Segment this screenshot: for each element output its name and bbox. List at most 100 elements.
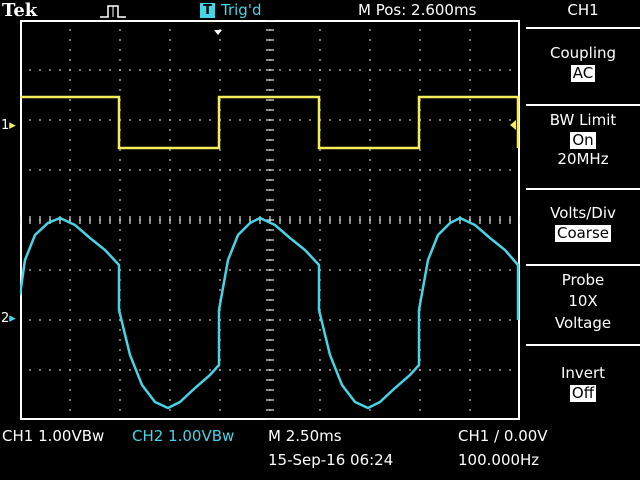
- graticule-dot: [469, 29, 471, 31]
- graticule-dot: [369, 169, 371, 171]
- menu-probe-button[interactable]: Probe 10X Voltage: [526, 270, 640, 334]
- graticule-dot: [229, 216, 231, 224]
- graticule-dot: [49, 369, 51, 371]
- graticule-dot: [349, 69, 351, 71]
- graticule-dot: [219, 89, 221, 91]
- menu-divider: [526, 264, 640, 266]
- graticule-dot: [266, 139, 274, 141]
- graticule-dot: [399, 169, 401, 171]
- graticule-dot: [359, 369, 361, 371]
- graticule-dot: [419, 216, 421, 224]
- graticule-dot: [119, 399, 121, 401]
- ch1-marker-label: 1: [1, 118, 10, 133]
- menu-bw-limit-button[interactable]: BW Limit On 20MHz: [526, 110, 640, 168]
- graticule-dot: [169, 129, 171, 131]
- graticule-dot: [499, 216, 501, 224]
- graticule-dot: [469, 69, 471, 71]
- graticule-dot: [69, 379, 71, 381]
- menu-coupling-button[interactable]: Coupling AC: [526, 43, 640, 82]
- graticule-dot: [369, 289, 371, 291]
- graticule-dot: [319, 69, 321, 71]
- graticule-dot: [429, 319, 431, 321]
- graticule-dot: [399, 216, 401, 224]
- graticule-dot: [189, 69, 191, 71]
- graticule-dot: [469, 359, 471, 361]
- graticule-dot: [219, 269, 221, 271]
- graticule-dot: [419, 399, 421, 401]
- graticule-dot: [199, 69, 201, 71]
- graticule-dot: [369, 216, 371, 224]
- graticule-dot: [49, 269, 51, 271]
- graticule-dot: [139, 269, 141, 271]
- graticule-dot: [119, 359, 121, 361]
- graticule: [20, 20, 520, 420]
- graticule-dot: [309, 119, 311, 121]
- graticule-dot: [266, 319, 274, 321]
- graticule-dot: [429, 169, 431, 171]
- graticule-dot: [69, 309, 71, 311]
- graticule-dot: [309, 319, 311, 321]
- graticule-dot: [169, 249, 171, 251]
- graticule-dot: [419, 169, 421, 171]
- menu-coupling-value: AC: [570, 64, 596, 82]
- graticule-dot: [419, 289, 421, 291]
- menu-bw-limit-title: BW Limit: [549, 111, 617, 129]
- graticule-dot: [469, 269, 471, 271]
- menu-invert-button[interactable]: Invert Off: [526, 363, 640, 402]
- ch1-ground-marker: 1▸: [1, 118, 16, 133]
- graticule-dot: [99, 69, 101, 71]
- graticule-dot: [266, 349, 274, 351]
- graticule-dot: [169, 349, 171, 351]
- graticule-dot: [159, 119, 161, 121]
- graticule-dot: [109, 69, 111, 71]
- graticule-dot: [266, 149, 274, 151]
- graticule-dot: [489, 119, 491, 121]
- graticule-dot: [69, 249, 71, 251]
- graticule-dot: [89, 69, 91, 71]
- graticule-dot: [119, 239, 121, 241]
- graticule-dot: [469, 109, 471, 111]
- graticule-dot: [469, 329, 471, 331]
- graticule-dot: [99, 269, 101, 271]
- graticule-dot: [219, 49, 221, 51]
- graticule-dot: [129, 269, 131, 271]
- graticule-dot: [319, 399, 321, 401]
- graticule-dot: [509, 216, 511, 224]
- graticule-dot: [469, 409, 471, 411]
- menu-divider: [526, 188, 640, 190]
- graticule-dot: [209, 319, 211, 321]
- graticule-dot: [69, 349, 71, 351]
- graticule-dot: [469, 139, 471, 141]
- graticule-dot: [259, 369, 261, 371]
- graticule-dot: [139, 369, 141, 371]
- graticule-dot: [299, 69, 301, 71]
- graticule-dot: [459, 269, 461, 271]
- graticule-dot: [369, 79, 371, 81]
- graticule-dot: [219, 389, 221, 391]
- graticule-dot: [389, 69, 391, 71]
- graticule-dot: [319, 149, 321, 151]
- graticule-dot: [129, 369, 131, 371]
- graticule-dot: [119, 349, 121, 351]
- graticule-dot: [109, 319, 111, 321]
- graticule-dot: [119, 229, 121, 231]
- graticule-dot: [359, 269, 361, 271]
- menu-volts-div-button[interactable]: Volts/Div Coarse: [526, 203, 640, 242]
- graticule-dot: [69, 229, 71, 231]
- graticule-dot: [89, 319, 91, 321]
- graticule-dot: [409, 119, 411, 121]
- graticule-dot: [369, 399, 371, 401]
- graticule-dot: [369, 239, 371, 241]
- graticule-dot: [389, 319, 391, 321]
- graticule-dot: [279, 269, 281, 271]
- graticule-dot: [259, 169, 261, 171]
- graticule-dot: [479, 369, 481, 371]
- graticule-dot: [279, 216, 281, 224]
- graticule-dot: [266, 159, 274, 161]
- graticule-dot: [39, 119, 41, 121]
- graticule-dot: [299, 269, 301, 271]
- graticule-dot: [266, 259, 274, 261]
- menu-divider: [526, 104, 640, 106]
- menu-coupling-title: Coupling: [549, 44, 617, 62]
- graticule-dot: [509, 169, 511, 171]
